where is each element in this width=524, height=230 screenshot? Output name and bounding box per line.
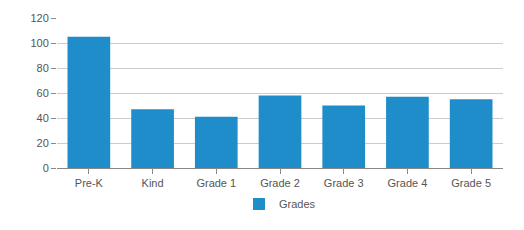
svg-text:80: 80 (37, 62, 49, 74)
svg-text:Grade 3: Grade 3 (324, 177, 364, 189)
svg-text:Grade 5: Grade 5 (451, 177, 491, 189)
svg-text:60: 60 (37, 87, 49, 99)
svg-text:100: 100 (30, 37, 48, 49)
svg-text:Pre-K: Pre-K (75, 177, 104, 189)
svg-text:Kind: Kind (142, 177, 164, 189)
svg-text:Grade 4: Grade 4 (388, 177, 428, 189)
svg-text:120: 120 (30, 12, 48, 24)
svg-text:0: 0 (43, 162, 49, 174)
svg-text:Grade 1: Grade 1 (196, 177, 236, 189)
svg-text:20: 20 (37, 137, 49, 149)
svg-text:Grades: Grades (279, 198, 316, 210)
svg-text:Grade 2: Grade 2 (260, 177, 300, 189)
svg-text:40: 40 (37, 112, 49, 124)
